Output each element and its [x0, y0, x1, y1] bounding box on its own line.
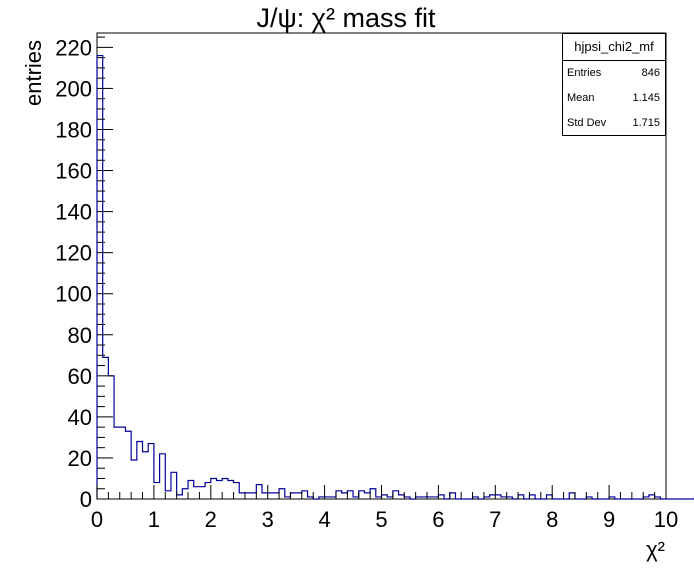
x-tick-label: 5: [375, 507, 387, 532]
y-tick-label: 180: [55, 117, 92, 142]
stats-label: Entries: [567, 67, 602, 79]
stats-row-entries: Entries 846: [563, 61, 665, 86]
y-tick-label: 80: [68, 323, 92, 348]
y-tick-label: 100: [55, 282, 92, 307]
x-axis: 0 1 2 3 4 5 6 7 8 9 10: [91, 485, 678, 532]
stats-value: 846: [641, 67, 660, 79]
stats-label: Std Dev: [567, 117, 607, 129]
x-tick-label: 6: [432, 507, 444, 532]
x-tick-label: 7: [489, 507, 501, 532]
y-tick-label: 220: [55, 35, 92, 60]
x-tick-label: 8: [546, 507, 558, 532]
y-tick-label: 40: [68, 405, 92, 430]
stats-histogram-name: hjpsi_chi2_mf: [563, 34, 665, 61]
y-tick-label: 0: [80, 487, 92, 512]
y-tick-label: 20: [68, 446, 92, 471]
x-tick-label: 1: [148, 507, 160, 532]
y-tick-label: 60: [68, 364, 92, 389]
stats-row-stddev: Std Dev 1.715: [563, 111, 665, 136]
y-axis: 0 20 40 60 80 100 120 140 160 180 200 220: [55, 35, 113, 512]
y-tick-label: 140: [55, 200, 92, 225]
x-axis-label: χ²: [646, 537, 665, 562]
chart-title: J/ψ: χ² mass fit: [257, 3, 436, 33]
x-tick-label: 2: [205, 507, 217, 532]
x-tick-label: 3: [262, 507, 274, 532]
x-tick-label: 4: [318, 507, 330, 532]
y-tick-label: 200: [55, 76, 92, 101]
stats-value: 1.715: [632, 117, 660, 129]
stats-box: hjpsi_chi2_mf Entries 846 Mean 1.145 Std…: [562, 33, 666, 136]
stats-value: 1.145: [632, 92, 660, 104]
y-axis-label: entries: [21, 40, 46, 106]
y-tick-label: 160: [55, 159, 92, 184]
stats-row-mean: Mean 1.145: [563, 86, 665, 111]
x-tick-label: 0: [91, 507, 103, 532]
x-tick-label: 9: [603, 507, 615, 532]
stats-label: Mean: [567, 92, 595, 104]
y-tick-label: 120: [55, 241, 92, 266]
x-tick-label: 10: [654, 507, 678, 532]
